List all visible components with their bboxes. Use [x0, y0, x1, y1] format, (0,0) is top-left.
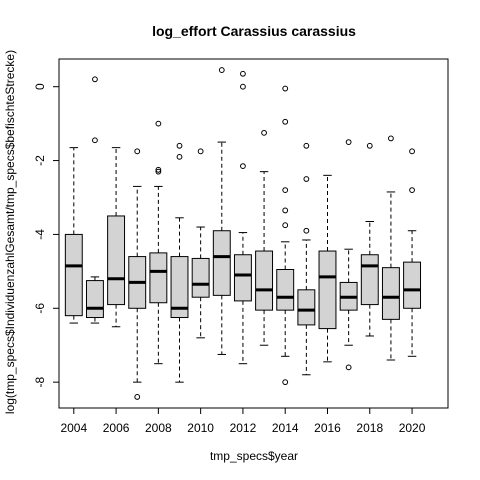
box-2018: [360, 142, 379, 337]
box-iqr: [191, 257, 210, 298]
outlier-point: [345, 364, 352, 371]
x-axis: 2004 2006 2008 2010 2012 2014 2016 2018 2020: [60, 408, 426, 435]
outlier-point: [282, 207, 289, 214]
box-2008: [149, 120, 168, 365]
outlier-point: [282, 85, 289, 92]
x-tick-label: 2016: [314, 421, 341, 435]
outlier-point: [261, 129, 267, 136]
outlier-point: [282, 222, 289, 229]
outlier-point: [282, 118, 289, 125]
box-2014: [276, 85, 295, 386]
outlier-point: [303, 227, 310, 234]
y-tick-label: -4: [33, 229, 47, 240]
box-iqr: [64, 233, 83, 317]
outlier-point: [197, 148, 204, 155]
box-2004: [64, 147, 83, 324]
outlier-point: [155, 120, 162, 127]
outlier-point: [345, 139, 352, 145]
outlier-point: [388, 135, 394, 142]
outlier-point: [134, 148, 141, 155]
y-tick-label: -8: [33, 376, 47, 387]
box-2005: [85, 76, 104, 324]
box-2012: [233, 70, 252, 365]
box-2009: [170, 142, 189, 383]
outlier-point: [134, 394, 141, 400]
outlier-point: [92, 137, 98, 144]
box-iqr: [318, 250, 337, 330]
box-2007: [128, 148, 147, 400]
box-iqr: [212, 230, 231, 296]
outlier-point: [240, 163, 246, 170]
x-tick-label: 2012: [230, 421, 257, 435]
box-2017: [339, 139, 358, 371]
outlier-point: [303, 142, 310, 149]
x-tick-label: 2020: [399, 421, 426, 435]
box-iqr: [85, 280, 104, 319]
box-iqr: [276, 269, 295, 311]
box-iqr: [360, 254, 379, 306]
box-iqr: [381, 267, 400, 320]
box-2016: [318, 174, 337, 363]
x-tick-label: 2006: [103, 421, 130, 435]
x-tick-label: 2018: [356, 421, 383, 435]
box-2006: [107, 147, 126, 328]
box-2010: [191, 148, 210, 339]
y-tick-label: 0: [33, 83, 47, 90]
box-iqr: [170, 256, 189, 319]
plot-frame: [58, 58, 449, 409]
outlier-point: [155, 166, 162, 173]
box-2019: [381, 135, 400, 361]
chart-title: log_effort Carassius carassius: [152, 23, 356, 39]
box-iqr: [233, 254, 252, 302]
outlier-point: [240, 70, 246, 77]
box-iqr: [403, 261, 422, 309]
outlier-point: [240, 83, 246, 90]
box-iqr: [255, 250, 274, 311]
box-iqr: [107, 215, 126, 306]
x-tick-label: 2004: [60, 421, 87, 435]
outlier-point: [409, 187, 415, 194]
y-axis-label: log(tmp_specs$IndividuenzahlGesamt/tmp_s…: [3, 50, 17, 414]
outlier-point: [303, 176, 310, 182]
box-2013: [255, 129, 274, 346]
outlier-point: [176, 153, 183, 160]
box-iqr: [149, 252, 168, 304]
y-tick-label: -2: [33, 155, 47, 166]
boxes-layer: [64, 67, 422, 400]
outlier-point: [155, 168, 162, 175]
y-tick-label: -6: [33, 303, 47, 314]
x-tick-label: 2008: [145, 421, 172, 435]
outlier-point: [218, 67, 225, 73]
x-tick-label: 2010: [187, 421, 214, 435]
outlier-point: [282, 379, 289, 386]
outlier-point: [92, 76, 98, 83]
outlier-point: [366, 142, 373, 149]
box-iqr: [297, 289, 316, 326]
box-2020: [403, 148, 422, 357]
box-2015: [297, 142, 316, 376]
x-tick-label: 2014: [272, 421, 299, 435]
outlier-point: [409, 148, 415, 155]
x-axis-label: tmp_specs$year: [210, 449, 298, 463]
outlier-point: [176, 142, 183, 149]
outlier-point: [282, 187, 289, 194]
box-2011: [212, 67, 231, 355]
y-axis: -8 -6 -4 -2 0: [33, 83, 59, 387]
